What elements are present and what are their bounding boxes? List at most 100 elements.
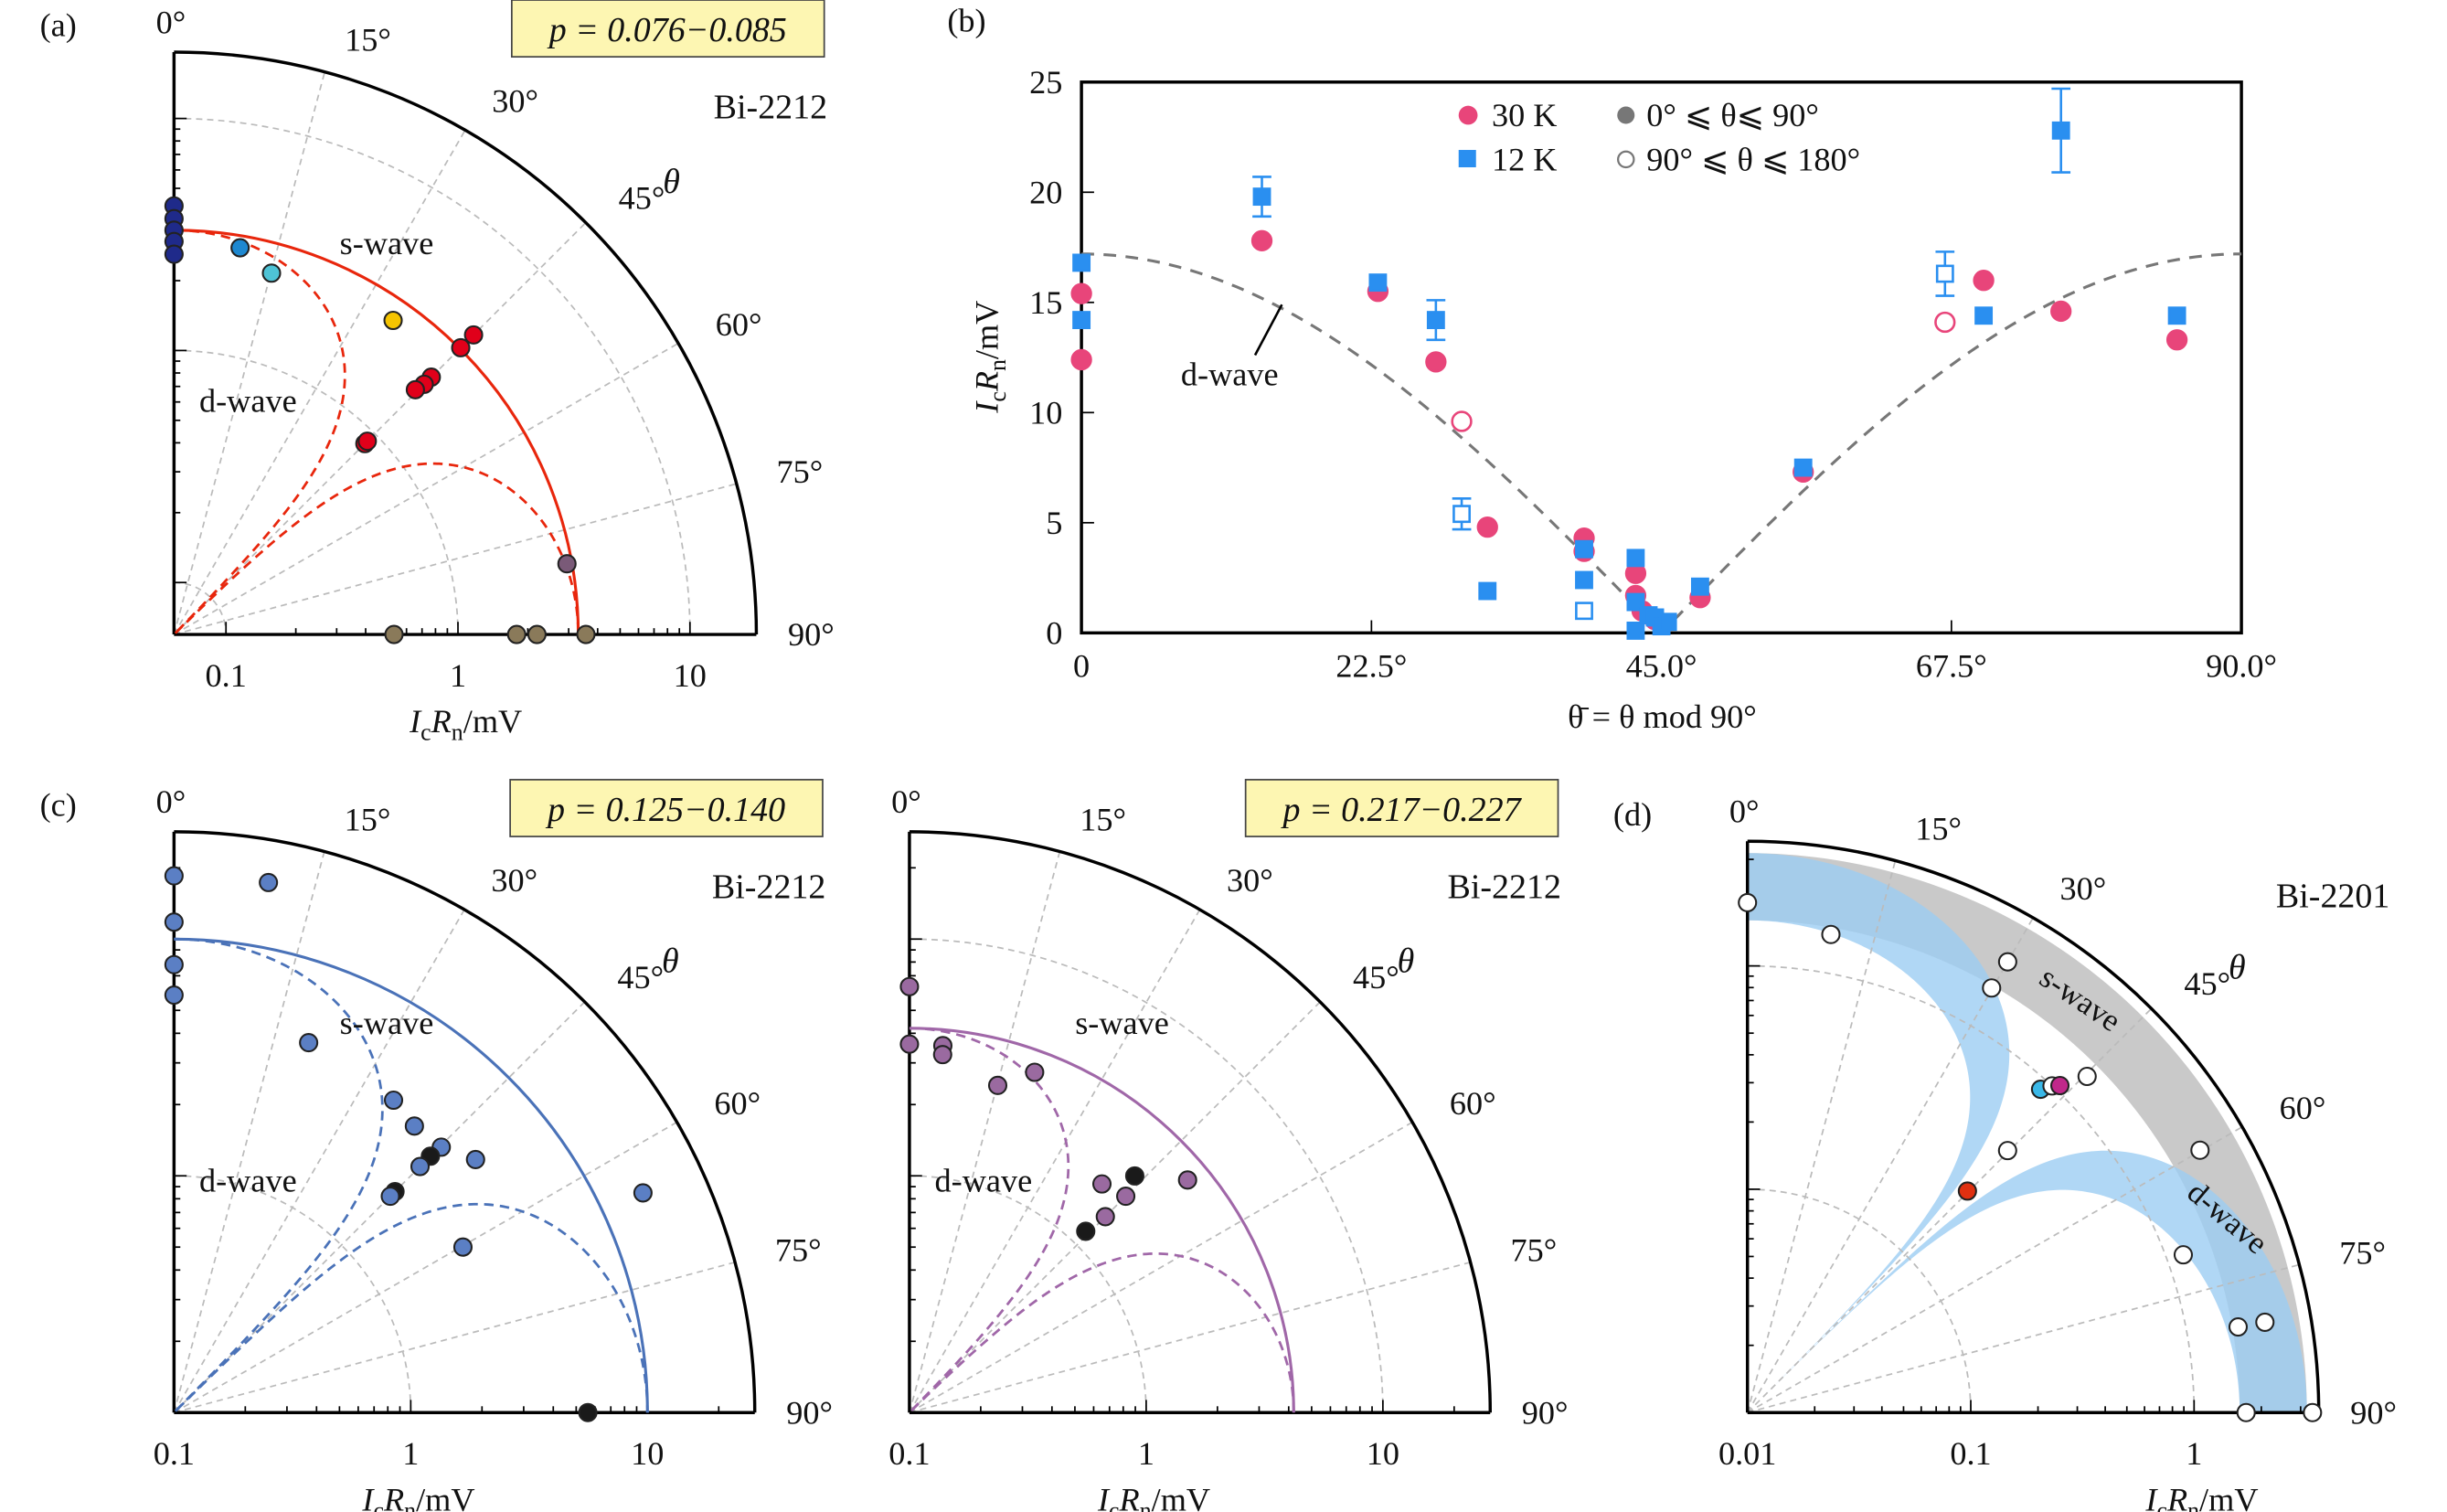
- data-point: [1091, 1174, 1112, 1194]
- grid-ray: [909, 909, 1201, 1413]
- data-point-12k: [1793, 458, 1813, 477]
- d-wave-label: d-wave: [935, 1163, 1033, 1199]
- data-point-12k: [1575, 539, 1593, 559]
- outer-arc: [1747, 839, 2321, 1413]
- data-point-30k: [1451, 410, 1473, 432]
- axis-label-part: n: [984, 359, 1011, 371]
- grid-ray: [173, 342, 679, 635]
- data-point: [299, 1033, 319, 1053]
- doping-box: [1244, 779, 1559, 837]
- data-point-12k: [2167, 306, 2186, 325]
- y-tick-label: 25: [1029, 64, 1062, 101]
- data-point: [2228, 1317, 2249, 1337]
- data-point: [1821, 924, 1841, 944]
- s-wave-label: s-wave: [1075, 1005, 1169, 1041]
- data-point: [2255, 1312, 2275, 1332]
- angle-tick-label: 0°: [1729, 793, 1760, 830]
- panel-label: (b): [947, 3, 985, 39]
- axis-label-part: I: [409, 703, 422, 740]
- s-wave-curve: [174, 937, 649, 1413]
- data-point: [2077, 1066, 2097, 1087]
- grid-ray: [173, 1121, 678, 1413]
- data-point-12k: [1690, 577, 1709, 596]
- s-wave-curve: [909, 1027, 1295, 1413]
- radial-tick-label: 1: [402, 1435, 419, 1472]
- angle-tick-label: 90°: [1522, 1394, 1569, 1431]
- axis-label: IcRn/mV: [409, 703, 522, 746]
- angle-tick-label: 0°: [891, 783, 921, 820]
- data-point-12k: [1072, 253, 1091, 272]
- data-point-12k: [1368, 273, 1388, 293]
- sample-label: Bi-2212: [714, 88, 827, 126]
- angle-tick-label: 60°: [2280, 1090, 2326, 1126]
- d-wave-curve: [908, 1027, 1295, 1414]
- axis-label-part: c: [420, 719, 431, 746]
- axis-label: IcRn/mV: [361, 1481, 474, 1512]
- angle-tick-label: 30°: [1227, 862, 1273, 899]
- s-wave-label: s-wave: [340, 1005, 434, 1041]
- angle-tick-label: 15°: [1080, 801, 1126, 837]
- polar-panel-c1: 0.1 1 10 0° 15° 30° 45° 60° 75° 90° θ (c) Bi-2212 p =…: [40, 779, 833, 1512]
- angle-tick-label: 60°: [716, 306, 762, 343]
- legend-marker-open: [1617, 150, 1635, 169]
- outer-arc: [174, 50, 759, 635]
- theta-label: θ: [2229, 949, 2246, 987]
- data-point: [578, 1402, 598, 1422]
- grid-ray: [174, 483, 737, 635]
- d-wave-label: d-wave: [199, 383, 297, 420]
- data-point-30k: [2050, 300, 2072, 323]
- angle-tick-label: 75°: [777, 453, 824, 490]
- grid-arc: [174, 581, 228, 635]
- data-point: [633, 1183, 653, 1203]
- grid-ray: [174, 1261, 736, 1414]
- y-tick-label: 15: [1029, 284, 1062, 321]
- y-tick-label: 10: [1029, 394, 1062, 431]
- axis-label-part: I: [1097, 1481, 1111, 1512]
- data-point: [451, 337, 471, 357]
- s-wave-label: s-wave: [340, 225, 434, 261]
- data-point: [2050, 1075, 2070, 1096]
- grid-ray: [173, 909, 465, 1413]
- data-point: [463, 325, 484, 345]
- grid-ray: [1747, 1125, 2243, 1413]
- angle-tick-label: 30°: [2060, 870, 2107, 907]
- data-point: [357, 431, 378, 452]
- y-tick-label: 5: [1046, 505, 1062, 541]
- angle-tick-label: 45°: [617, 959, 664, 996]
- data-point-30k: [1425, 351, 1447, 373]
- axis-label-part: /mV: [416, 1481, 474, 1512]
- d-wave-band: [1747, 853, 2010, 1413]
- grid-ray: [173, 851, 325, 1413]
- data-point: [164, 985, 184, 1006]
- axis-label-part: I: [969, 400, 1005, 414]
- grid-ray: [1747, 1263, 2300, 1414]
- theta-label: θ: [663, 163, 680, 201]
- axis-label-part: /mV: [463, 703, 522, 740]
- data-point: [164, 912, 184, 932]
- axis-label-part: c: [1109, 1497, 1120, 1512]
- data-point-12k: [1478, 581, 1497, 601]
- theta-label: θ: [1398, 942, 1415, 980]
- d-wave-label: d-wave: [199, 1163, 297, 1199]
- legend-marker-closed: [1617, 106, 1635, 124]
- axis-label-part: n: [452, 719, 463, 746]
- data-point: [1997, 952, 2017, 972]
- angle-tick-label: 90°: [788, 616, 835, 653]
- data-point: [2236, 1402, 2256, 1422]
- data-point: [465, 1149, 485, 1169]
- data-point: [527, 624, 547, 644]
- radial-tick-label: 1: [1138, 1435, 1154, 1472]
- legend: 30 K 12 K 0° ⩽ θ⩽ 90° 90° ⩽ θ ⩽ 180°: [1458, 97, 1860, 177]
- angle-tick-label: 30°: [491, 862, 537, 899]
- outer-arc: [909, 830, 1493, 1413]
- data-point: [1025, 1062, 1045, 1082]
- angle-tick-label: 15°: [345, 801, 391, 837]
- grid-ray: [173, 71, 326, 635]
- legend-marker-30k: [1458, 105, 1478, 125]
- data-point: [164, 866, 184, 886]
- grid-arc: [174, 349, 459, 635]
- x-tick-label: 90.0°: [2206, 648, 2277, 685]
- grid-ray: [1746, 917, 2034, 1413]
- data-point: [1124, 1166, 1144, 1186]
- data-point: [899, 976, 920, 996]
